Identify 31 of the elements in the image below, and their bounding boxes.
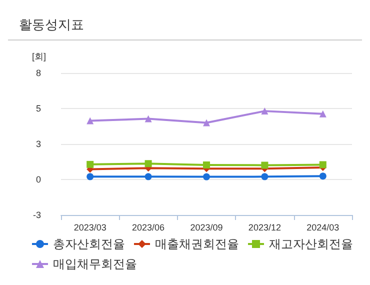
- x-tick-label: 2023/12: [248, 222, 281, 232]
- y-tick-label: -3: [32, 210, 41, 220]
- point: [319, 161, 326, 168]
- legend-label: 총자산회전율: [53, 237, 125, 251]
- point: [319, 172, 326, 180]
- y-tick-label: 0: [36, 174, 41, 184]
- point: [144, 160, 152, 168]
- point: [319, 110, 326, 118]
- legend-label: 매출채권회전율: [155, 237, 239, 251]
- x-tick-label: 2023/03: [74, 222, 106, 232]
- y-tick-label: 3: [36, 138, 41, 149]
- point: [86, 173, 94, 180]
- point: [144, 173, 152, 180]
- x-tick-label: 2023/06: [132, 222, 165, 232]
- point: [86, 160, 94, 168]
- x-tick-label: 2024/03: [306, 222, 340, 232]
- point: [261, 173, 268, 180]
- point: [203, 173, 210, 180]
- y-tick-label: 8: [36, 68, 41, 78]
- point: [261, 162, 268, 169]
- point: [86, 117, 94, 124]
- point: [203, 119, 210, 126]
- y-axis-title: [회]: [32, 52, 46, 62]
- legend-label: 매입채무회전율: [53, 257, 137, 271]
- chart-title: 활동성지표: [19, 18, 84, 33]
- point: [144, 115, 152, 122]
- x-tick-label: 2023/09: [190, 222, 223, 232]
- legend-label: 재고자산회전율: [269, 237, 353, 251]
- point: [261, 108, 268, 115]
- y-tick-label: 5: [36, 104, 41, 114]
- point: [203, 161, 210, 168]
